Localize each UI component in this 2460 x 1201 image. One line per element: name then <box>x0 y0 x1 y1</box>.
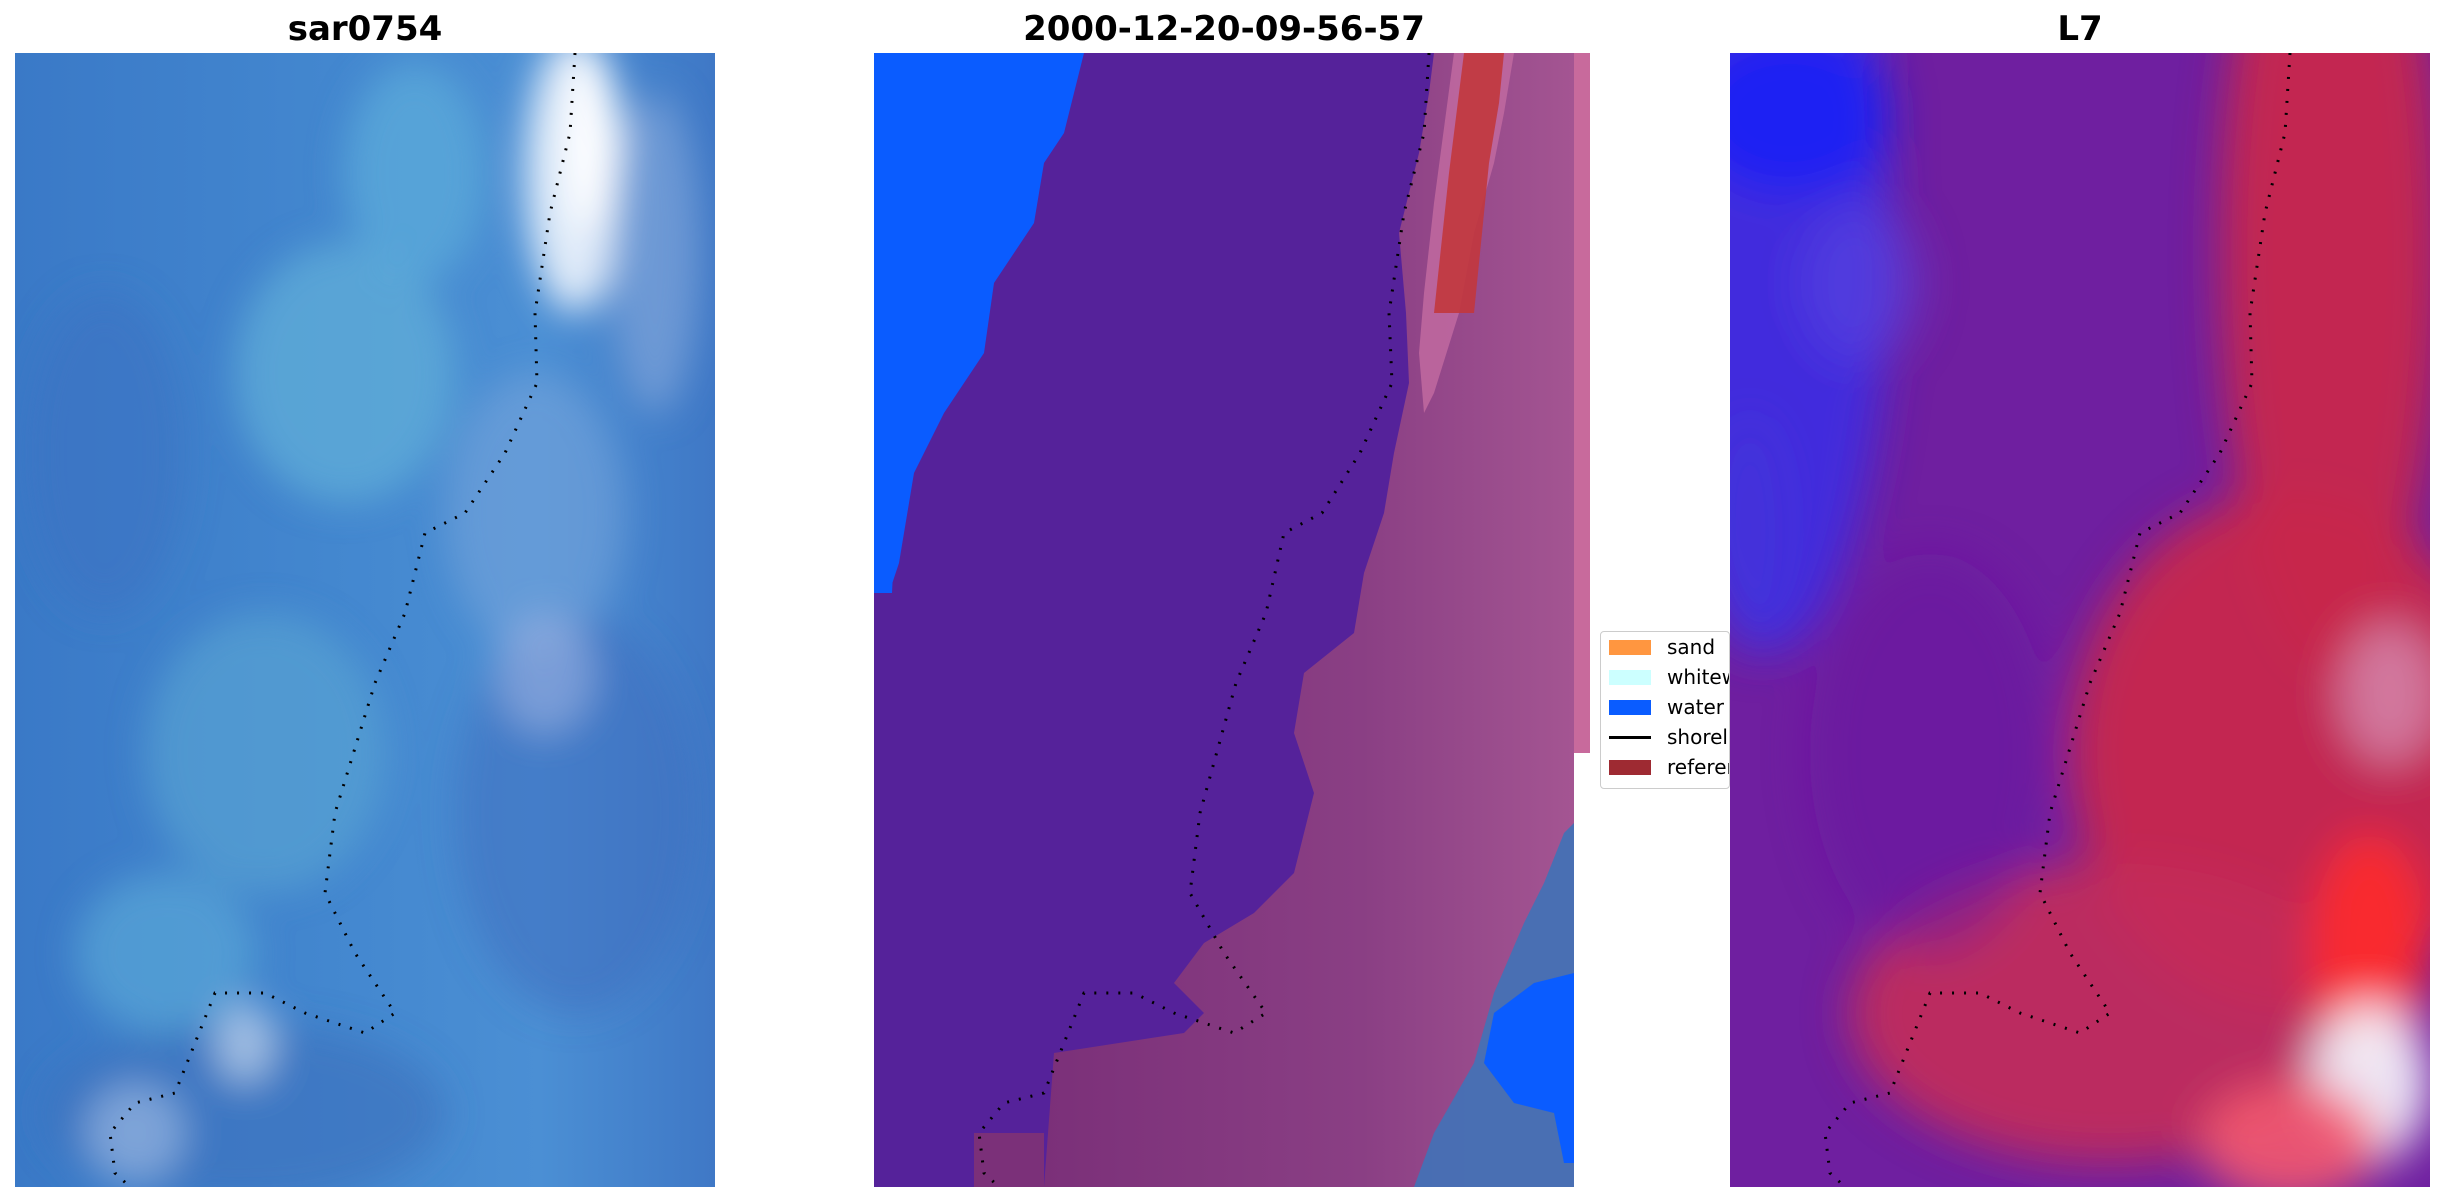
rgb-image <box>15 53 715 1187</box>
panel-title-l7: L7 <box>2057 9 2103 49</box>
classified-image <box>874 53 1590 1187</box>
legend-item-sand: sand <box>1601 632 1729 662</box>
shoreline-rgb <box>108 53 577 1187</box>
index-image <box>1730 53 2430 1187</box>
panel-title-rgb: sar0754 <box>287 9 443 49</box>
legend-line-shoreline <box>1609 736 1651 739</box>
legend-label-reference: referer <box>1667 755 1730 779</box>
panel-title-classified: 2000-12-20-09-56-57 <box>1023 9 1425 49</box>
legend-item-water: water <box>1601 692 1729 722</box>
water-region-left-b <box>874 553 894 593</box>
legend-swatch-reference <box>1609 760 1651 775</box>
legend-label-sand: sand <box>1667 635 1716 659</box>
legend-item-shoreline: shorel <box>1601 722 1729 752</box>
legend-swatch-whitewater <box>1609 670 1651 685</box>
legend-swatch-sand <box>1609 640 1651 655</box>
pink-strip <box>1574 53 1590 753</box>
shoreline-index <box>1823 53 2292 1187</box>
sand-patch-bottom <box>974 1133 1044 1187</box>
legend-item-reference: referer <box>1601 752 1730 782</box>
water-region-left <box>874 53 1084 593</box>
legend-label-water: water <box>1667 695 1724 719</box>
legend-label-shoreline: shorel <box>1667 725 1728 749</box>
legend-swatch-water <box>1609 700 1651 715</box>
water-region-right <box>1484 973 1574 1163</box>
reference-patch <box>1434 53 1504 313</box>
